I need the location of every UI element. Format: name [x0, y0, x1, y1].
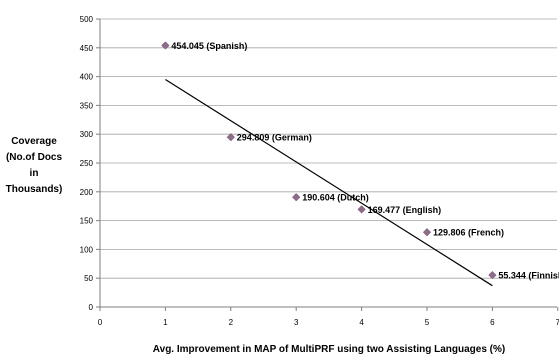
data-point-3 [357, 205, 366, 214]
y-tick-label-6: 300 [80, 130, 94, 139]
y-tick-label-9: 450 [80, 44, 94, 53]
x-tick-labels: 0 1 2 3 4 5 6 7 [98, 318, 559, 327]
y-tick-label-2: 100 [80, 245, 94, 254]
x-tick-label-4: 4 [359, 318, 364, 327]
data-points [161, 41, 497, 280]
data-label-2: 190.604 (Dutch) [302, 193, 369, 203]
data-point-0 [161, 41, 170, 50]
x-axis-title: Avg. Improvement in MAP of MultiPRF usin… [153, 344, 505, 355]
gridlines [100, 18, 557, 279]
x-tick-label-0: 0 [98, 318, 103, 327]
y-tick-label-4: 200 [80, 188, 94, 197]
data-point-4 [422, 228, 432, 237]
y-tick-label-5: 250 [80, 159, 94, 168]
y-tick-labels: 0 50 100 150 200 250 300 350 400 450 500 [80, 15, 94, 312]
y-tick-label-7: 350 [80, 101, 94, 110]
data-label-4: 129.806 (French) [433, 228, 504, 238]
trendline-group [165, 78, 493, 287]
y-tick-label-0: 0 [89, 303, 94, 312]
data-point-5 [488, 270, 497, 280]
data-point-2 [292, 193, 301, 202]
x-tick-label-2: 2 [229, 318, 234, 327]
x-tick-label-6: 6 [490, 318, 495, 327]
y-axis-title-line-2: in [30, 168, 39, 179]
data-label-0: 454.045 (Spanish) [171, 41, 247, 51]
data-label-3: 169.477 (English) [368, 205, 442, 215]
x-tick-label-1: 1 [163, 318, 168, 327]
y-tick-label-1: 50 [84, 274, 93, 283]
x-tick-label-5: 5 [425, 318, 430, 327]
y-axis-title-line-0: Coverage [11, 136, 57, 147]
x-tick-label-7: 7 [556, 318, 559, 327]
data-label-5: 55.344 (Finnish) [498, 271, 559, 281]
y-tick-label-8: 400 [80, 73, 94, 82]
y-axis-title-line-3: Thousands) [6, 184, 63, 195]
y-axis-title-line-1: (No.of Docs [6, 152, 63, 163]
trendline [165, 78, 493, 287]
y-tick-label-10: 500 [80, 15, 94, 24]
x-tick-label-3: 3 [294, 318, 299, 327]
y-tick-label-3: 150 [80, 217, 94, 226]
data-label-1: 294.809 (German) [237, 133, 312, 143]
data-labels: 454.045 (Spanish) 294.809 (German) 190.604… [171, 41, 559, 281]
data-point-1 [226, 133, 235, 142]
axes [96, 18, 559, 311]
y-axis-title: Coverage (No.of Docs in Thousands) [6, 136, 63, 195]
